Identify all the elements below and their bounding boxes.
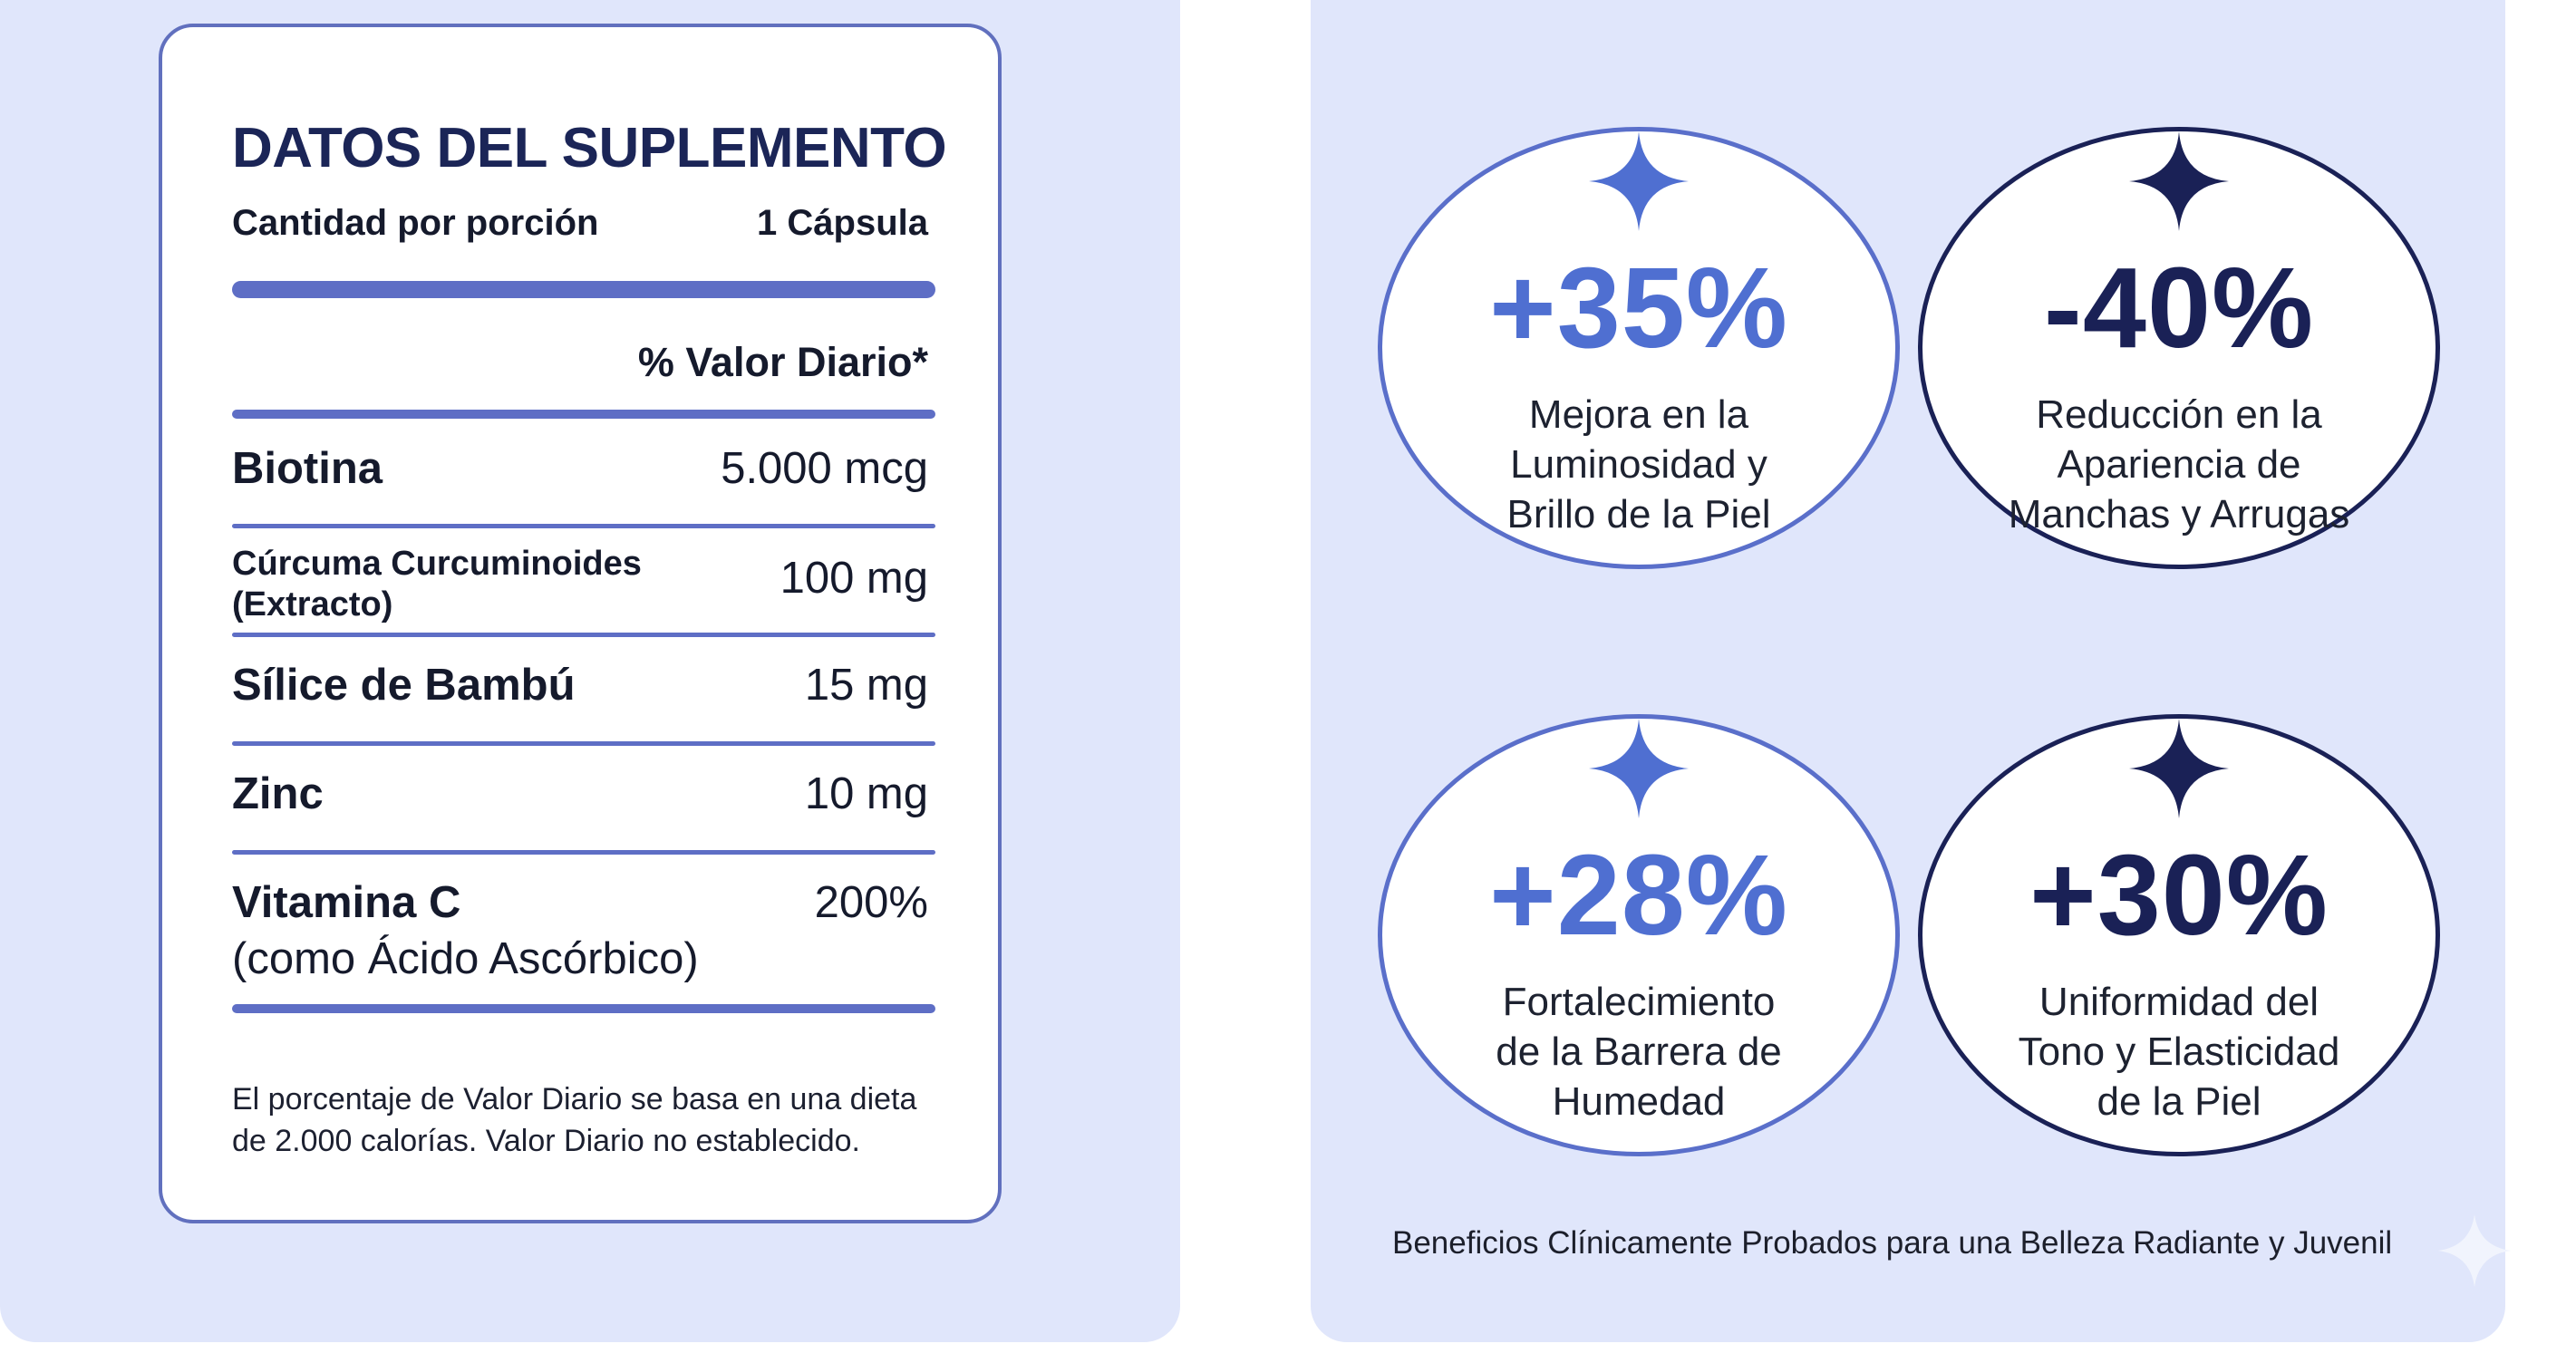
divider — [232, 1004, 935, 1013]
nutrient-name-biotina: Biotina — [232, 444, 383, 493]
benefit-stat: +35% — [1489, 244, 1788, 372]
nutrient-value-zinc: 10 mg — [804, 769, 928, 818]
nutrient-name-zinc: Zinc — [232, 769, 324, 818]
benefit-description-line: Reducción en la — [2036, 392, 2322, 437]
supplement-facts-title: DATOS DEL SUPLEMENTO — [232, 117, 947, 179]
benefit-stat: -40% — [2043, 244, 2315, 372]
serving-size-label: Cantidad por porción — [232, 203, 599, 243]
benefit-description-line: Uniformidad del — [2039, 980, 2319, 1024]
benefit-description-line: Humedad — [1552, 1079, 1726, 1124]
benefit-description-line: Brillo de la Piel — [1506, 492, 1771, 536]
benefit-description: Uniformidad del Tono y Elasticidad de la… — [1922, 977, 2436, 1126]
sparkle-icon — [2438, 1214, 2511, 1287]
sparkle-icon — [2129, 131, 2229, 231]
benefit-description-line: Apariencia de — [2057, 442, 2301, 487]
benefit-circle-2: -40% Reducción en la Apariencia de Manch… — [1918, 127, 2440, 569]
daily-value-footnote: El porcentaje de Valor Diario se basa en… — [232, 1082, 917, 1158]
divider — [232, 633, 935, 637]
sparkle-icon — [1589, 719, 1689, 818]
divider — [232, 524, 935, 528]
supplement-panel: DATOS DEL SUPLEMENTO Cantidad por porció… — [0, 0, 1180, 1342]
nutrient-name-curcuma: Cúrcuma Curcuminoides (Extracto) — [232, 544, 642, 625]
nutrient-value-vitamina-c: 200% — [814, 878, 928, 927]
divider-thick — [232, 281, 935, 298]
benefit-description-line: Tono y Elasticidad — [2018, 1030, 2340, 1074]
benefit-stat: +28% — [1489, 831, 1788, 959]
benefits-tagline: Beneficios Clínicamente Probados para un… — [1392, 1225, 2393, 1261]
serving-size-value: 1 Cápsula — [757, 203, 928, 243]
benefit-description-line: de la Barrera de — [1496, 1030, 1782, 1074]
supplement-facts-card: DATOS DEL SUPLEMENTO Cantidad por porció… — [159, 24, 1002, 1223]
divider — [232, 410, 935, 419]
nutrient-name-silice: Sílice de Bambú — [232, 661, 576, 710]
divider — [232, 850, 935, 855]
divider — [232, 741, 935, 746]
nutrient-name-vitamina-c: Vitamina C — [232, 878, 461, 927]
daily-value-header: % Valor Diario* — [637, 339, 928, 385]
benefit-description: Fortalecimiento de la Barrera de Humedad — [1382, 977, 1895, 1126]
benefit-description: Reducción en la Apariencia de Manchas y … — [1922, 390, 2436, 539]
nutrient-subname-vitamina-c: (como Ácido Ascórbico) — [232, 934, 699, 983]
nutrient-value-silice: 15 mg — [804, 661, 928, 710]
nutrient-name-curcuma-line1: Cúrcuma Curcuminoides — [232, 545, 642, 583]
benefit-circle-1: +35% Mejora en la Luminosidad y Brillo d… — [1378, 127, 1900, 569]
nutrient-name-curcuma-line2: (Extracto) — [232, 585, 393, 624]
benefit-description: Mejora en la Luminosidad y Brillo de la … — [1382, 390, 1895, 539]
benefit-description-line: Mejora en la — [1528, 392, 1749, 437]
benefit-description-line: Manchas y Arrugas — [2008, 492, 2350, 536]
sparkle-icon — [2129, 719, 2229, 818]
nutrient-value-curcuma: 100 mg — [780, 554, 928, 603]
benefit-stat: +30% — [2029, 831, 2329, 959]
benefit-description-line: de la Piel — [2097, 1079, 2261, 1124]
benefit-circle-4: +30% Uniformidad del Tono y Elasticidad … — [1918, 714, 2440, 1156]
benefit-description-line: Fortalecimiento — [1502, 980, 1776, 1024]
benefit-description-line: Luminosidad y — [1510, 442, 1767, 487]
benefit-circle-3: +28% Fortalecimiento de la Barrera de Hu… — [1378, 714, 1900, 1156]
nutrient-value-biotina: 5.000 mcg — [721, 444, 928, 493]
sparkle-icon — [1589, 131, 1689, 231]
